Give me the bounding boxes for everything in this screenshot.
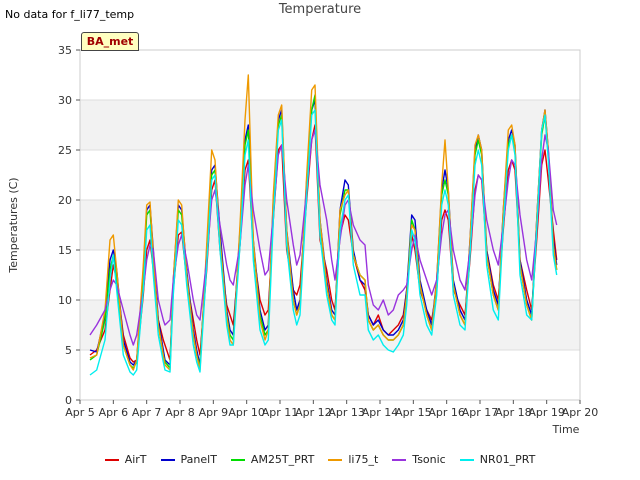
legend-swatch [392, 459, 407, 461]
x-tick-label: Apr 6 [99, 406, 129, 419]
chart-title: Temperature [278, 2, 362, 17]
legend-item: AirT [104, 453, 147, 466]
x-tick-label: Apr 7 [132, 406, 162, 419]
x-tick-label: Apr 5 [65, 406, 95, 419]
x-tick-label: Apr 11 [262, 406, 299, 419]
y-tick-label: 10 [58, 294, 72, 307]
legend-label: li75_t [348, 453, 379, 466]
legend-item: li75_t [328, 453, 378, 466]
legend-label: AirT [124, 453, 147, 466]
series-line-li75-t [89, 74, 558, 371]
legend-swatch [104, 459, 119, 461]
y-tick-label: 0 [65, 394, 72, 407]
y-tick-label: 5 [65, 344, 72, 357]
y-tick-label: 15 [58, 244, 72, 257]
legend-label: AM25T_PRT [250, 453, 315, 466]
series-line-tsonic [89, 129, 558, 346]
x-tick-label: Apr 9 [199, 406, 229, 419]
series-lines [89, 74, 558, 376]
x-tick-label: Apr 13 [328, 406, 365, 419]
no-data-notice: No data for f_li77_temp [5, 8, 135, 21]
y-tick-label: 20 [58, 194, 72, 207]
chart-legend: AirT PanelT AM25T_PRT li75_t Tsonic NR01_PRT [0, 453, 640, 466]
legend-item: NR01_PRT [459, 453, 536, 466]
y-tick-label: 30 [58, 94, 72, 107]
x-tick-label: Apr 14 [362, 406, 399, 419]
legend-label: NR01_PRT [479, 453, 536, 466]
background-band [80, 100, 580, 150]
legend-swatch [160, 459, 175, 461]
x-tick-label: Apr 12 [295, 406, 332, 419]
x-tick-label: Apr 15 [395, 406, 432, 419]
y-axis-label: Temperatures (C) [7, 177, 20, 273]
legend-label: Tsonic [412, 453, 446, 466]
legend-item: AM25T_PRT [230, 453, 315, 466]
legend-swatch [230, 459, 245, 461]
x-tick-label: Apr 18 [495, 406, 532, 419]
series-line-nr01-prt [89, 109, 558, 376]
legend-swatch [328, 459, 343, 461]
plot-frame [79, 49, 581, 401]
x-axis-label: Time [552, 423, 580, 436]
y-tick-label: 35 [58, 44, 72, 57]
legend-label: PanelT [180, 453, 217, 466]
x-tick-label: Apr 19 [528, 406, 565, 419]
legend-item: PanelT [160, 453, 217, 466]
x-tick-label: Apr 16 [428, 406, 465, 419]
x-tick-label: Apr 17 [462, 406, 499, 419]
legend-swatch [459, 459, 474, 461]
legend-item: Tsonic [392, 453, 446, 466]
y-tick-label: 25 [58, 144, 72, 157]
x-tick-label: Apr 10 [228, 406, 265, 419]
x-tick-label: Apr 8 [165, 406, 195, 419]
x-tick-label: Apr 20 [562, 406, 599, 419]
y-axis-ticks: 0 5 10 15 20 25 30 35 [58, 44, 80, 407]
station-badge: BA_met [81, 32, 139, 51]
